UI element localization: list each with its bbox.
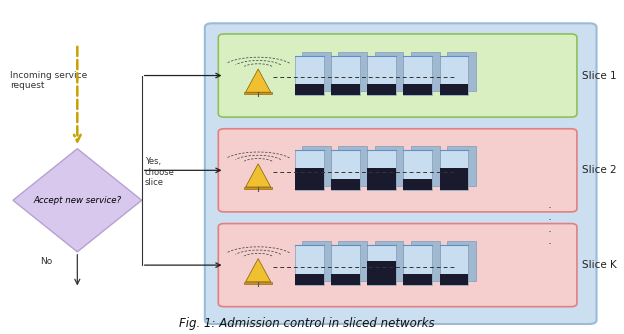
Polygon shape xyxy=(447,146,475,186)
Polygon shape xyxy=(447,241,475,281)
Polygon shape xyxy=(338,241,368,281)
Polygon shape xyxy=(404,274,432,285)
Polygon shape xyxy=(331,55,360,96)
Polygon shape xyxy=(411,51,440,92)
Polygon shape xyxy=(368,84,396,96)
Polygon shape xyxy=(440,55,469,96)
Text: ·
·
·
·: · · · · xyxy=(547,202,552,252)
FancyBboxPatch shape xyxy=(218,223,577,307)
Text: Slice 2: Slice 2 xyxy=(582,165,617,175)
Polygon shape xyxy=(246,259,271,282)
Polygon shape xyxy=(13,149,142,252)
Polygon shape xyxy=(302,51,331,92)
Text: Yes,
choose
slice: Yes, choose slice xyxy=(145,157,175,187)
Polygon shape xyxy=(404,55,432,96)
Polygon shape xyxy=(404,245,432,285)
Polygon shape xyxy=(368,261,396,285)
Polygon shape xyxy=(440,150,469,190)
Polygon shape xyxy=(295,150,324,190)
Polygon shape xyxy=(374,146,404,186)
Polygon shape xyxy=(331,84,360,96)
Polygon shape xyxy=(440,168,469,190)
Polygon shape xyxy=(295,55,324,96)
Polygon shape xyxy=(411,241,440,281)
Polygon shape xyxy=(440,274,469,285)
Polygon shape xyxy=(411,146,440,186)
Polygon shape xyxy=(404,179,432,190)
Text: No: No xyxy=(41,257,53,266)
Polygon shape xyxy=(331,179,360,190)
Polygon shape xyxy=(331,245,360,285)
Polygon shape xyxy=(244,187,272,189)
Polygon shape xyxy=(302,146,331,186)
Polygon shape xyxy=(404,84,432,96)
Polygon shape xyxy=(447,51,475,92)
Polygon shape xyxy=(368,55,396,96)
Polygon shape xyxy=(338,51,368,92)
Polygon shape xyxy=(404,150,432,190)
FancyBboxPatch shape xyxy=(218,129,577,212)
Polygon shape xyxy=(374,51,404,92)
Polygon shape xyxy=(244,92,272,95)
Polygon shape xyxy=(246,164,271,187)
Polygon shape xyxy=(246,69,271,92)
Polygon shape xyxy=(295,245,324,285)
Polygon shape xyxy=(295,274,324,285)
FancyBboxPatch shape xyxy=(218,34,577,117)
Polygon shape xyxy=(295,84,324,96)
Polygon shape xyxy=(374,241,404,281)
Text: Slice K: Slice K xyxy=(582,260,617,270)
FancyBboxPatch shape xyxy=(205,23,597,324)
Polygon shape xyxy=(331,274,360,285)
Polygon shape xyxy=(368,150,396,190)
Text: Slice 1: Slice 1 xyxy=(582,70,617,80)
Polygon shape xyxy=(368,245,396,285)
Polygon shape xyxy=(440,84,469,96)
Text: Incoming service
request: Incoming service request xyxy=(10,71,87,90)
Text: Accept new service?: Accept new service? xyxy=(33,196,122,205)
Polygon shape xyxy=(440,245,469,285)
Polygon shape xyxy=(302,241,331,281)
Polygon shape xyxy=(295,168,324,190)
Polygon shape xyxy=(331,150,360,190)
Polygon shape xyxy=(368,168,396,190)
Polygon shape xyxy=(244,282,272,284)
Polygon shape xyxy=(338,146,368,186)
Text: Fig. 1: Admission control in sliced networks: Fig. 1: Admission control in sliced netw… xyxy=(179,317,435,330)
